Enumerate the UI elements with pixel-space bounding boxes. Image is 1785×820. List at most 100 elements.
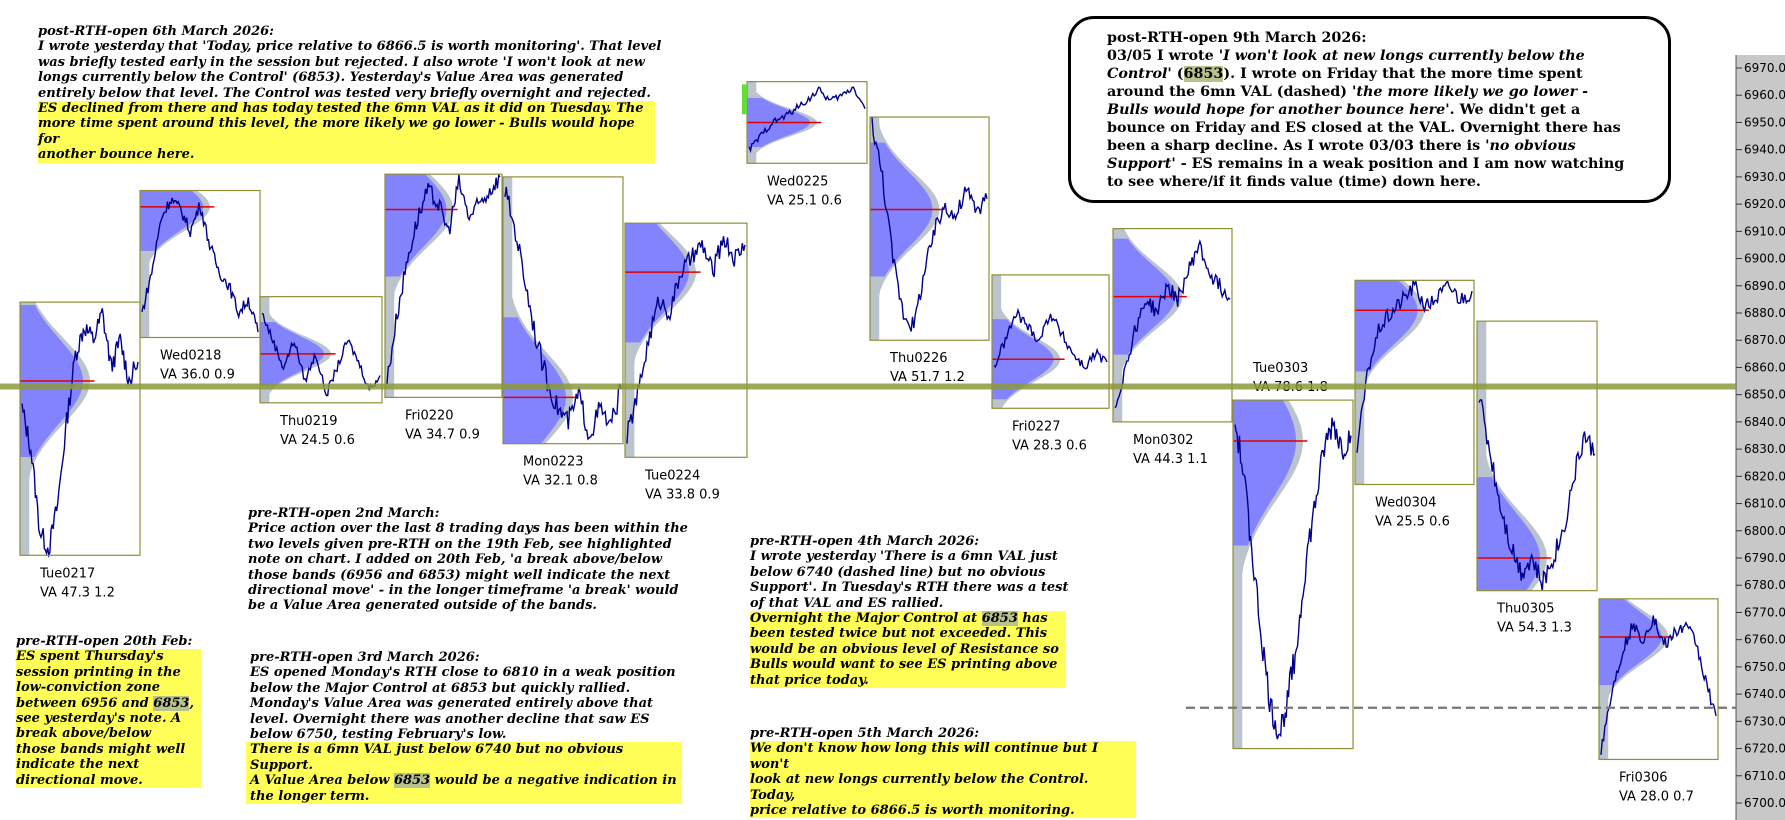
- price-line: [748, 86, 866, 154]
- session-Fri0220: Fri0220 VA 34.7 0.9: [384, 173, 503, 442]
- session-va: VA 28.3 0.6: [1012, 438, 1087, 453]
- session-name: Tue0217: [39, 566, 95, 581]
- axis-tick-label: 6750.0: [1744, 660, 1785, 674]
- session-Thu0305: Thu0305 VA 54.3 1.3: [1476, 320, 1598, 636]
- note-mar4-title: pre-RTH-open 4th March 2026:: [750, 534, 980, 549]
- session-va: VA 25.5 0.6: [1375, 515, 1450, 530]
- axis-tick-label: 6870.0: [1744, 333, 1785, 347]
- green-marker: [742, 84, 747, 115]
- session-box: [1598, 598, 1719, 761]
- session-va: VA 44.3 1.1: [1133, 452, 1208, 467]
- level-6853-tag: 6853: [1183, 66, 1224, 82]
- note-line: entirely below that level. The Control w…: [38, 85, 651, 101]
- axis-tick-label: 6930.0: [1744, 170, 1785, 184]
- session-Thu0219: Thu0219 VA 24.5 0.6: [259, 296, 383, 448]
- note-line: more time spent around this level, the m…: [38, 116, 635, 147]
- session-Tue0303: Tue0303VA 78.6 1.8: [1232, 361, 1354, 750]
- axis-tick-label: 6860.0: [1744, 360, 1785, 374]
- price-line: [386, 173, 501, 385]
- axis-tick-label: 6720.0: [1744, 742, 1785, 756]
- price-line: [141, 197, 259, 333]
- axis-background: [1736, 55, 1785, 820]
- session-name: Wed0225: [767, 174, 828, 189]
- profile-value-area: [625, 223, 689, 343]
- session-box: [869, 116, 990, 341]
- axis-tick-label: 6840.0: [1744, 415, 1785, 429]
- axis-tick-label: 6710.0: [1744, 769, 1785, 783]
- session-va: VA 33.8 0.9: [645, 487, 720, 502]
- price-line: [871, 117, 988, 332]
- price-line: [261, 312, 381, 397]
- price-line: [626, 236, 746, 444]
- session-name: Tue0303: [1252, 361, 1308, 376]
- note-mar9-box: post-RTH-open 9th March 2026: 03/05 I wr…: [1068, 16, 1671, 203]
- session-Wed0304: Wed0304 VA 25.5 0.6: [1354, 279, 1475, 530]
- levels-layer: [0, 84, 1736, 709]
- axis-tick-label: 6950.0: [1744, 115, 1785, 129]
- note-mar3-title: pre-RTH-open 3rd March 2026:: [250, 650, 480, 665]
- session-Fri0306: Fri0306 VA 28.0 0.7: [1598, 598, 1719, 804]
- axis-tick-label: 6970.0: [1744, 61, 1785, 75]
- price-line: [504, 186, 622, 441]
- session-name: Fri0306: [1619, 770, 1668, 785]
- axis-tick-label: 6830.0: [1744, 442, 1785, 456]
- session-box: [1476, 320, 1598, 592]
- session-box: [502, 176, 624, 445]
- session-Mon0223: Mon0223 VA 32.1 0.8: [502, 176, 624, 489]
- note-line: longs currently below the Control' (6853…: [38, 70, 624, 86]
- axis-tick-label: 6780.0: [1744, 578, 1785, 592]
- note-mar6: post-RTH-open 6th March 2026: I wrote ye…: [38, 24, 688, 163]
- session-name: Wed0304: [1375, 496, 1436, 511]
- price-line: [1478, 399, 1596, 591]
- note-line: ES declined from there and has today tes…: [38, 101, 644, 117]
- axis-tick-label: 6700.0: [1744, 796, 1785, 810]
- session-va: VA 25.1 0.6: [767, 193, 842, 208]
- note-mar9-title: post-RTH-open 9th March 2026:: [1107, 30, 1367, 46]
- note-line: I wrote yesterday that 'Today, price rel…: [38, 39, 662, 55]
- session-name: Mon0302: [1133, 433, 1194, 448]
- axis-tick-label: 6880.0: [1744, 306, 1785, 320]
- sessions-layer: Tue0217 VA 47.3 1.2 Wed0218 VA 36.0 0.9 Thu0…: [19, 81, 1719, 804]
- note-mar6-title: post-RTH-open 6th March 2026:: [38, 24, 274, 39]
- session-Fri0227: Fri0227 VA 28.3 0.6: [991, 274, 1110, 453]
- session-va: VA 28.0 0.7: [1619, 789, 1694, 804]
- session-Wed0218: Wed0218 VA 36.0 0.9: [139, 189, 261, 383]
- note-mar2-title: pre-RTH-open 2nd March:: [248, 506, 440, 521]
- price-line: [1114, 239, 1231, 409]
- profile-value-area: [503, 317, 566, 444]
- price-line: [1356, 279, 1473, 453]
- session-Thu0226: Thu0226 VA 51.7 1.2: [869, 116, 990, 385]
- session-box: [746, 81, 868, 164]
- session-name: Fri0227: [1012, 419, 1061, 434]
- price-line: [1234, 417, 1352, 740]
- axis-tick-label: 6800.0: [1744, 524, 1785, 538]
- axis-tick-label: 6940.0: [1744, 143, 1785, 157]
- session-va: VA 54.3 1.3: [1497, 621, 1572, 636]
- session-name: Mon0223: [523, 455, 584, 470]
- session-box: [991, 274, 1110, 409]
- session-box: [1232, 399, 1354, 750]
- note-mar4: pre-RTH-open 4th March 2026: I wrote yes…: [750, 534, 1069, 689]
- note-mar5-title: pre-RTH-open 5th March 2026:: [750, 726, 980, 741]
- session-name: Tue0224: [644, 468, 700, 483]
- session-name: Thu0305: [1496, 602, 1555, 617]
- session-va: VA 47.3 1.2: [40, 585, 115, 600]
- profile-value-area: [1477, 477, 1540, 591]
- note-line: was briefly tested early in the session …: [38, 54, 645, 70]
- axis-tick-label: 6790.0: [1744, 551, 1785, 565]
- axis-tick-label: 6820.0: [1744, 469, 1785, 483]
- session-va: VA 24.5 0.6: [280, 433, 355, 448]
- note-line: another bounce here.: [38, 147, 195, 163]
- note-feb20: pre-RTH-open 20th Feb: ES spent Thursday…: [16, 634, 202, 789]
- axis-tick-label: 6740.0: [1744, 687, 1785, 701]
- note-mar5: pre-RTH-open 5th March 2026: We don't kn…: [750, 726, 1150, 819]
- session-Tue0224: Tue0224 VA 33.8 0.9: [624, 222, 748, 502]
- axis-tick-label: 6890.0: [1744, 279, 1785, 293]
- session-box: [259, 296, 383, 404]
- price-line: [993, 307, 1108, 370]
- session-box: [1112, 228, 1233, 423]
- control-band-6853: [0, 383, 1736, 390]
- session-Mon0302: Mon0302 VA 44.3 1.1: [1112, 228, 1233, 467]
- session-Tue0217: Tue0217 VA 47.3 1.2: [19, 301, 141, 600]
